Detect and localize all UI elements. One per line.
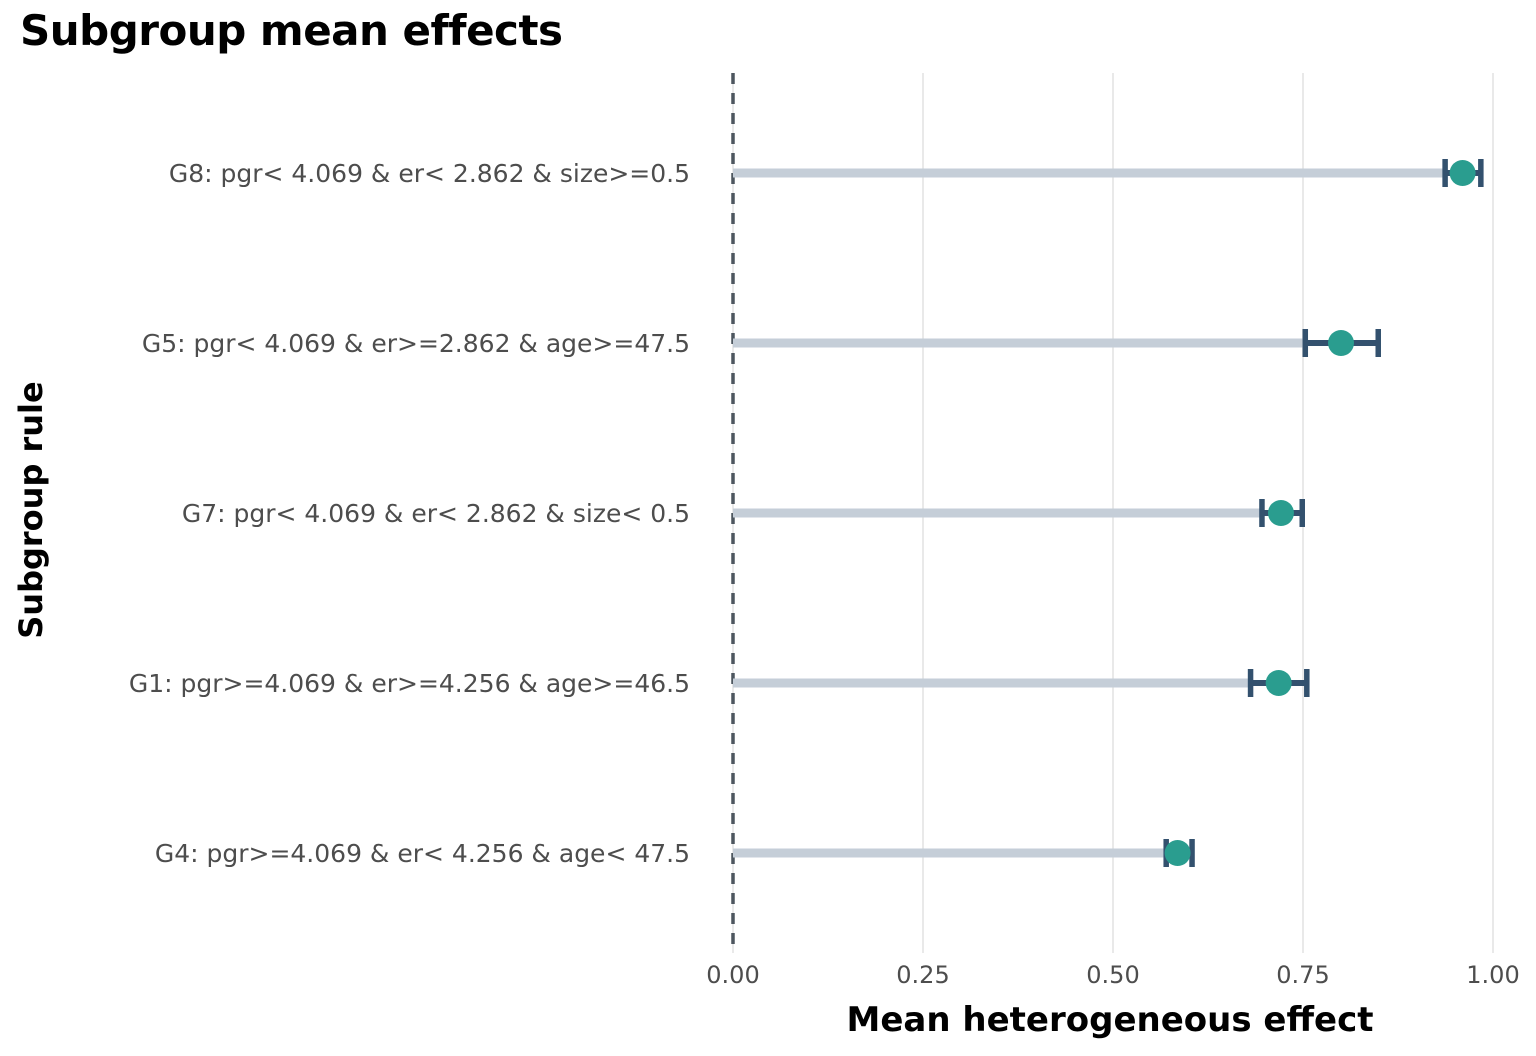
category-label: G5: pgr< 4.069 & er>=2.862 & age>=47.5 [142, 329, 690, 358]
mean-dot [1449, 160, 1476, 186]
category-label: G4: pgr>=4.069 & er< 4.256 & age< 47.5 [155, 839, 690, 868]
errorbar-cap-high [1478, 159, 1484, 187]
errorbar-cap-high [1375, 329, 1381, 357]
stem-segment [733, 338, 1306, 348]
mean-dot [1265, 670, 1292, 696]
mean-dot [1164, 840, 1191, 866]
mean-dot [1267, 500, 1294, 526]
stem-segment [733, 678, 1251, 688]
stem-segment [733, 168, 1446, 178]
errorbar-cap-low [1247, 669, 1254, 697]
category-label: G8: pgr< 4.069 & er< 2.862 & size>=0.5 [169, 159, 690, 188]
errorbar-cap-low [1442, 159, 1448, 187]
errorbar-cap-high [1299, 499, 1305, 527]
stem-segment [733, 508, 1262, 518]
category-label: G7: pgr< 4.069 & er< 2.862 & size< 0.5 [182, 499, 690, 528]
errorbar-cap-high [1304, 669, 1310, 697]
chart-title: Subgroup mean effects [20, 6, 563, 55]
errorbar-cap-low [1302, 329, 1309, 357]
x-tick-label: 1.00 [1466, 961, 1519, 989]
category-label: G1: pgr>=4.069 & er>=4.256 & age>=46.5 [129, 669, 690, 698]
x-tick-label: 0.50 [1086, 961, 1139, 989]
x-tick-label: 0.75 [1276, 961, 1329, 989]
x-axis-title: Mean heterogeneous effect [846, 1000, 1374, 1040]
errorbar-cap-low [1259, 499, 1265, 527]
x-tick-label: 0.00 [706, 961, 759, 989]
stem-segment [733, 848, 1167, 858]
x-tick-label: 0.25 [896, 961, 949, 989]
mean-dot [1328, 330, 1354, 356]
errorbar-cap-high [1189, 839, 1195, 867]
